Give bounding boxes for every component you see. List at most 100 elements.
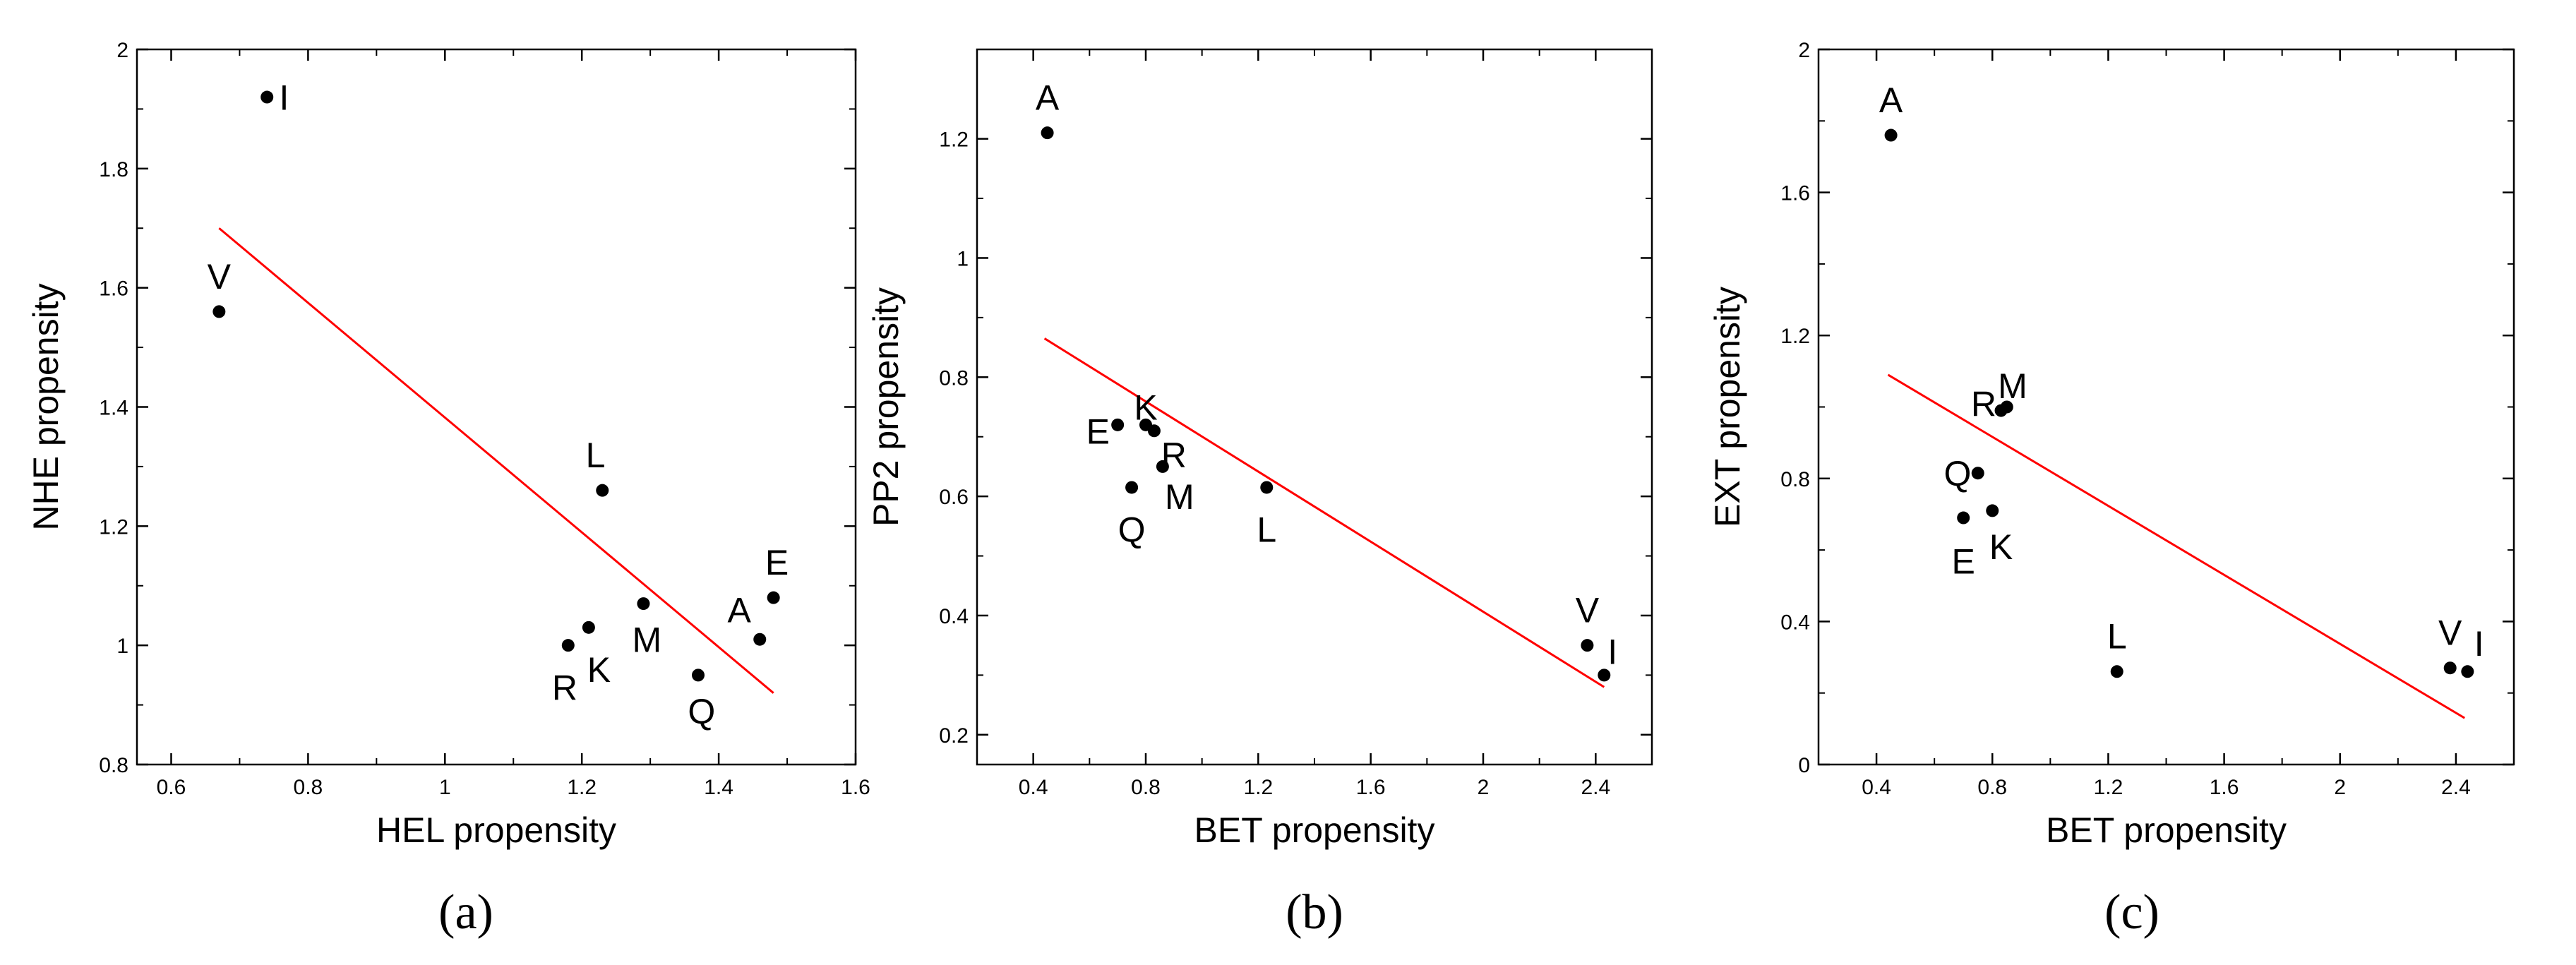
point-label-Q: Q xyxy=(1118,510,1146,550)
point-label-V: V xyxy=(208,257,232,296)
x-tick-label: 1.6 xyxy=(2210,776,2239,799)
point-label-V: V xyxy=(1576,591,1600,630)
point-label-L: L xyxy=(586,436,606,475)
regression-line xyxy=(218,227,774,694)
point-label-L: L xyxy=(1257,510,1276,550)
point-label-L: L xyxy=(2107,617,2127,657)
y-axis-label: NHE propensity xyxy=(26,283,66,530)
y-tick-label: 1.4 xyxy=(99,397,128,420)
y-axis-label: EXT propensity xyxy=(1708,287,1747,527)
point-label-M: M xyxy=(632,621,661,660)
data-point-L xyxy=(2110,665,2123,678)
data-point-A xyxy=(1884,128,1898,142)
data-point-R xyxy=(1147,424,1161,438)
data-point-Q xyxy=(692,669,705,682)
point-label-K: K xyxy=(1134,388,1157,428)
data-point-M xyxy=(1156,460,1169,473)
regression-line xyxy=(1043,337,1605,688)
y-tick-label: 0.4 xyxy=(1780,611,1810,634)
panel-caption: (a) xyxy=(438,885,493,940)
data-point-A xyxy=(1041,126,1054,140)
data-point-I xyxy=(260,90,274,104)
x-tick-label: 1.6 xyxy=(841,776,870,799)
x-tick-label: 0.8 xyxy=(1131,776,1161,799)
data-point-K xyxy=(1986,504,1999,517)
data-point-E xyxy=(1111,418,1125,431)
point-label-I: I xyxy=(279,78,289,118)
point-label-R: R xyxy=(1971,384,1996,424)
data-point-R xyxy=(1994,404,2008,417)
x-tick-label: 2 xyxy=(2334,776,2346,799)
point-label-A: A xyxy=(728,591,752,630)
point-label-K: K xyxy=(587,650,611,690)
y-tick-label: 1.6 xyxy=(99,277,128,301)
data-point-E xyxy=(767,591,780,604)
x-tick-label: 0.4 xyxy=(1019,776,1048,799)
x-axis-label: HEL propensity xyxy=(376,810,616,850)
x-tick-label: 2.4 xyxy=(1581,776,1610,799)
data-point-M xyxy=(637,597,650,611)
y-tick-label: 0.8 xyxy=(939,366,969,390)
panel-caption: (c) xyxy=(2104,885,2159,940)
point-label-M: M xyxy=(1165,477,1194,517)
x-tick-label: 1.2 xyxy=(567,776,597,799)
data-point-K xyxy=(582,621,595,634)
point-label-Q: Q xyxy=(688,692,715,731)
regression-line xyxy=(1887,373,2465,719)
y-tick-label: 0.8 xyxy=(1780,468,1810,491)
data-point-V xyxy=(212,305,226,318)
point-label-I: I xyxy=(2474,624,2484,664)
data-point-R xyxy=(561,639,575,652)
x-tick-label: 0.8 xyxy=(294,776,323,799)
y-tick-label: 0.2 xyxy=(939,724,969,748)
x-tick-label: 1.2 xyxy=(2094,776,2123,799)
x-tick-label: 1 xyxy=(439,776,451,799)
panel-c: 0.4 0.8 1.2 1.6 2 2.4 0 0.4 0.8 1.2 1.6 2 BET propen… xyxy=(1708,39,2515,940)
x-axis-label: BET propensity xyxy=(1194,810,1435,850)
y-tick-label: 1.8 xyxy=(99,158,128,181)
y-tick-label: 2 xyxy=(116,39,128,62)
y-axis-label: PP2 propensity xyxy=(866,287,906,527)
x-tick-label: 2.4 xyxy=(2441,776,2471,799)
point-label-E: E xyxy=(1952,541,1975,581)
plot-frame xyxy=(976,48,1653,766)
point-label-Q: Q xyxy=(1944,454,1972,493)
y-tick-label: 0.4 xyxy=(939,605,969,628)
data-point-V xyxy=(1581,639,1594,652)
y-tick-label: 2 xyxy=(1798,39,1810,62)
plot-frame xyxy=(1817,48,2515,766)
x-tick-label: 0.4 xyxy=(1862,776,1891,799)
point-label-A: A xyxy=(1879,80,1903,120)
x-tick-label: 0.8 xyxy=(1977,776,2007,799)
y-tick-label: 0.8 xyxy=(99,754,128,777)
y-tick-label: 1 xyxy=(957,247,969,270)
y-tick-label: 1.2 xyxy=(939,128,969,152)
data-point-A xyxy=(753,633,767,646)
point-label-R: R xyxy=(552,668,577,707)
point-label-I: I xyxy=(1607,633,1617,672)
x-tick-label: 1.6 xyxy=(1356,776,1386,799)
x-tick-label: 1.2 xyxy=(1243,776,1273,799)
point-label-E: E xyxy=(1086,412,1110,451)
data-point-L xyxy=(1260,481,1274,494)
data-point-Q xyxy=(1125,481,1139,494)
point-label-M: M xyxy=(1998,366,2027,406)
point-label-E: E xyxy=(765,543,789,582)
data-point-V xyxy=(2443,661,2457,675)
x-tick-label: 0.6 xyxy=(157,776,186,799)
x-tick-label: 1.4 xyxy=(704,776,733,799)
panel-caption: (b) xyxy=(1286,885,1343,940)
y-tick-label: 0 xyxy=(1798,754,1810,777)
point-label-K: K xyxy=(1989,527,2013,567)
data-point-Q xyxy=(1971,467,1984,480)
point-label-V: V xyxy=(2438,613,2462,653)
panel-a: 0.6 0.8 1 1.2 1.4 1.6 0.8 1 1.2 1.4 1.6 1.8 2 HEL pro… xyxy=(26,39,870,940)
y-tick-label: 1 xyxy=(116,635,128,658)
x-axis-label: BET propensity xyxy=(2046,810,2287,850)
data-point-L xyxy=(596,484,609,497)
panel-b: 0.4 0.8 1.2 1.6 2 2.4 0.2 0.4 0.6 0.8 1 1.2 BET prop… xyxy=(866,48,1653,940)
x-tick-label: 2 xyxy=(1478,776,1490,799)
y-tick-label: 1.6 xyxy=(1780,182,1810,205)
y-tick-label: 0.6 xyxy=(939,486,969,509)
